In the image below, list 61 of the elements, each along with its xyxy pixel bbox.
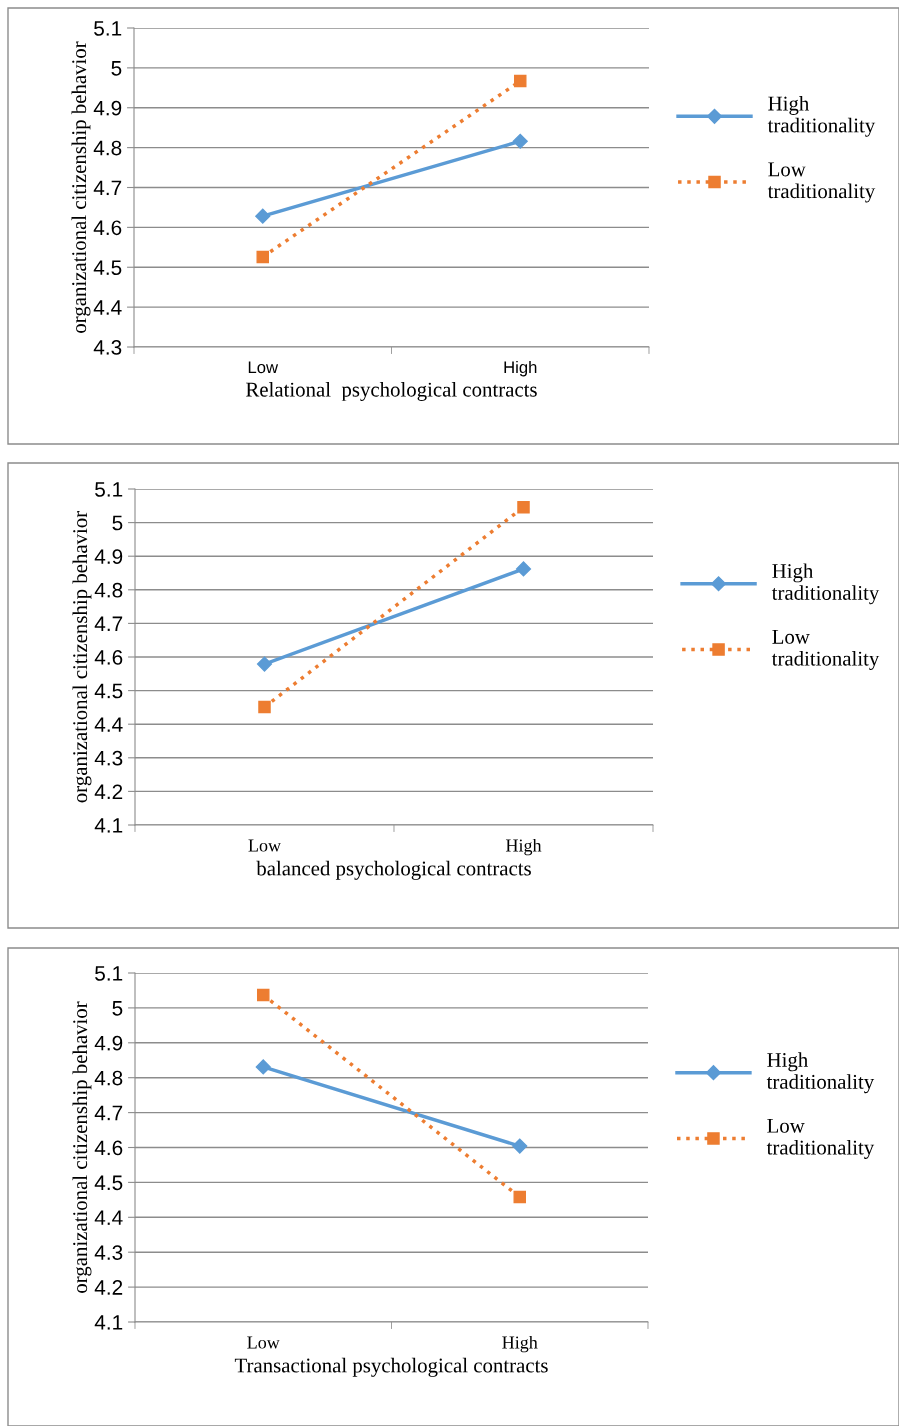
y-tick-label: 4.5 [94, 1175, 123, 1191]
point [258, 700, 271, 714]
x-axis-title: balanced psychological contracts [256, 860, 531, 880]
x-tick-label: Low [248, 839, 281, 852]
y-tick-label: 4.2 [94, 784, 123, 799]
legend-label: High traditionality [767, 95, 876, 137]
legend-label: High traditionality [766, 1052, 875, 1094]
y-tick-label: 4.4 [94, 1210, 123, 1225]
x-tick-label: High [502, 1335, 538, 1353]
x-tick-label: Low [248, 361, 279, 374]
point [255, 1059, 271, 1075]
legend-label: Low traditionality [771, 630, 880, 670]
y-tick-label: 4.2 [94, 1280, 123, 1295]
y-tick-label: 5.1 [95, 966, 123, 981]
y-tick-label: 4.4 [94, 717, 123, 732]
point [513, 1190, 527, 1204]
point [256, 988, 270, 1002]
y-tick-label: 4.8 [93, 140, 122, 156]
y-tick-label: 4.9 [94, 1035, 123, 1051]
y-tick-label: 5 [112, 515, 123, 531]
legend-label: Low traditionality [767, 162, 876, 203]
y-tick-label: 4.7 [94, 616, 123, 631]
y-tick-label: 4.3 [94, 1245, 123, 1260]
point [512, 1138, 528, 1154]
point [512, 133, 528, 149]
y-tick-label: 4.6 [94, 650, 123, 665]
x-tick-label: Low [247, 1336, 280, 1349]
legend-label: High traditionality [771, 563, 880, 605]
y-tick-label: 5.1 [95, 482, 123, 497]
y-tick-label: 4.1 [94, 818, 123, 833]
y-tick-label: 4.3 [93, 340, 122, 355]
y-tick-label: 4.1 [94, 1315, 123, 1330]
x-tick-label: High [505, 838, 542, 856]
point [256, 250, 270, 264]
y-tick-label: 4.8 [94, 1070, 123, 1086]
y-tick-label: 4.6 [93, 220, 122, 236]
y-tick-label: 4.6 [94, 1140, 123, 1156]
legend-label: Low traditionality [766, 1118, 875, 1159]
y-axis-title: organizational citizenship behavior [72, 1001, 92, 1293]
y-tick-label: 4.7 [94, 1105, 123, 1121]
y-tick-label: 5 [111, 61, 122, 76]
y-tick-label: 4.8 [94, 582, 123, 598]
y-axis-title: organizational citizenship behavior [72, 511, 92, 803]
y-tick-label: 5 [112, 1001, 123, 1016]
point [517, 500, 530, 514]
x-axis-title: Relational psychological contracts [246, 381, 537, 401]
y-tick-label: 4.9 [94, 549, 123, 564]
x-axis-title: Transactional psychological contracts [234, 1357, 548, 1377]
y-tick-label: 4.3 [94, 750, 123, 766]
point [255, 208, 271, 224]
y-tick-label: 4.7 [93, 180, 122, 196]
y-tick-label: 5.1 [94, 21, 122, 36]
y-tick-label: 4.9 [93, 100, 122, 116]
y-tick-label: 4.5 [93, 260, 122, 275]
y-axis-title: organizational citizenship behavior [71, 41, 91, 333]
point [513, 74, 527, 88]
point [256, 656, 273, 672]
y-tick-label: 4.5 [94, 683, 123, 699]
x-tick-label: High [504, 360, 537, 377]
y-tick-label: 4.4 [93, 300, 122, 315]
point [515, 561, 532, 577]
